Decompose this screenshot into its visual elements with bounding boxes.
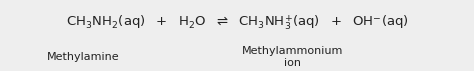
Text: Methylammonium
ion: Methylammonium ion	[242, 46, 344, 68]
Text: $\mathrm{CH_3NH_2(aq)\ \ +\ \ H_2O\ \ \rightleftharpoons\ \ CH_3NH_3^{+}(aq)\ \ : $\mathrm{CH_3NH_2(aq)\ \ +\ \ H_2O\ \ \r…	[65, 13, 409, 32]
Text: Methylamine: Methylamine	[46, 52, 119, 62]
